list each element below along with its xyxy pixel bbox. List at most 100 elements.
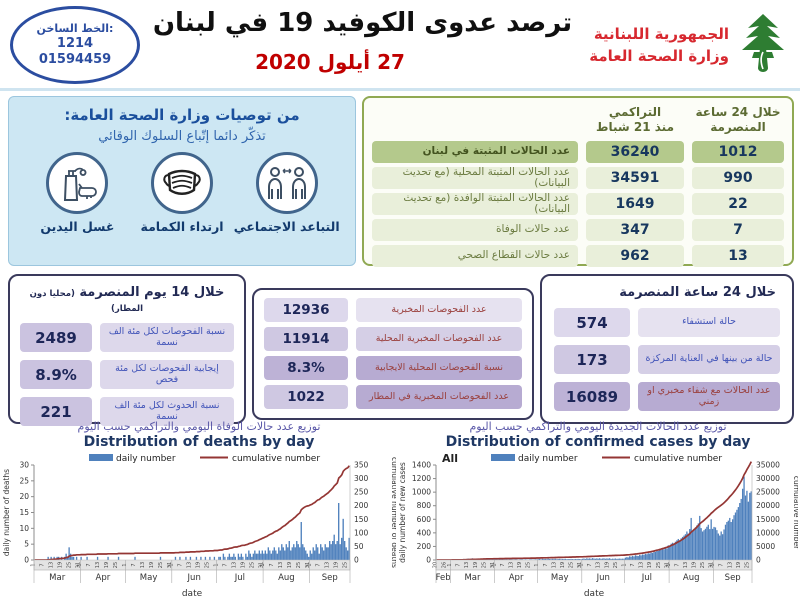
svg-text:30: 30	[19, 461, 29, 470]
fourteen-day-title: خلال 14 يوم المنصرمة (محليا دون المطار)	[29, 285, 225, 314]
svg-text:13: 13	[727, 562, 733, 568]
svg-text:30000: 30000	[756, 474, 780, 483]
svg-text:31: 31	[577, 562, 583, 568]
last24h-title: خلال 24 ساعة المنصرمة	[619, 285, 776, 300]
svg-text:19: 19	[287, 562, 293, 568]
svg-text:Sep: Sep	[322, 573, 338, 583]
svg-text:19: 19	[149, 562, 155, 568]
svg-text:daily number of deaths: daily number of deaths	[2, 469, 11, 556]
svg-text:1: 1	[710, 563, 716, 566]
svg-text:25: 25	[526, 562, 532, 568]
hotline-number-short: 1214	[56, 35, 94, 51]
svg-text:25: 25	[19, 476, 29, 485]
stat-label: إيجابية الفحوصات لكل مئة فحص	[100, 360, 234, 389]
svg-text:13: 13	[639, 562, 645, 568]
stat-label: عدد الفحوصات المخبرية	[356, 298, 522, 322]
svg-text:Apr: Apr	[96, 573, 111, 583]
svg-text:13: 13	[140, 562, 146, 568]
stat-row: 173 حالة من بينها في العناية المركزة	[554, 345, 780, 374]
svg-text:200: 200	[354, 501, 369, 510]
svg-text:19: 19	[333, 562, 339, 568]
svg-text:1: 1	[666, 563, 672, 566]
stat-label: نسبة الفحوصات المحلية الايجابية	[356, 356, 522, 380]
cases-chart-plot: 0 200 400 600 800 1000 1200 1400 0 5000 10000 15000…	[398, 450, 800, 599]
svg-text:13: 13	[49, 562, 55, 568]
cedar-tree-icon	[734, 12, 792, 78]
svg-text:cumulative number: cumulative number	[232, 454, 320, 464]
svg-text:25: 25	[158, 562, 164, 568]
recommendation-label: التباعد الاجتماعي	[233, 219, 340, 234]
svg-text:19: 19	[560, 562, 566, 568]
svg-text:7: 7	[40, 563, 46, 566]
svg-text:cumulative number of deaths: cumulative number of deaths	[390, 457, 396, 568]
confirmed-cases-chart: توزيع عدد الحالات الجديدة اليومي والتراك…	[398, 420, 800, 600]
table-row-last24: 990	[692, 167, 784, 189]
svg-text:20: 20	[19, 492, 29, 501]
svg-text:25: 25	[342, 562, 348, 568]
svg-text:Feb: Feb	[436, 573, 451, 583]
svg-text:19: 19	[604, 562, 610, 568]
svg-text:May: May	[551, 573, 569, 583]
cases-summary-table: التراكمي منذ 21 شباط خلال 24 ساعة المنصر…	[362, 96, 794, 267]
svg-text:35000: 35000	[756, 461, 780, 470]
svg-text:7: 7	[543, 563, 549, 566]
lab-tests-panel: 12936 عدد الفحوصات المخبرية 11914 عدد ال…	[252, 288, 534, 420]
stat-value: 173	[554, 345, 630, 374]
ministry-logo-text: الجمهورية اللبنانية وزارة الصحة العامة	[589, 23, 729, 68]
svg-text:13: 13	[509, 562, 515, 568]
recommendation-label: غسل اليدين	[40, 219, 115, 234]
svg-text:Jul: Jul	[234, 573, 245, 583]
table-row-label: عدد الحالات المثبتة في لبنان	[372, 141, 578, 163]
stat-row: 574 حالة استشفاء	[554, 308, 780, 337]
stat-value: 8.3%	[264, 356, 348, 380]
hotline-badge: الخط الساخن: 1214 01594459	[10, 6, 140, 84]
fourteen-day-title-note: (محليا دون المطار)	[29, 289, 144, 314]
svg-text:200: 200	[417, 542, 432, 551]
stat-row: 8.3% نسبة الفحوصات المحلية الايجابية	[264, 356, 522, 380]
stat-value: 12936	[264, 298, 348, 322]
svg-text:cumulative number: cumulative number	[792, 476, 798, 550]
table-row-label: عدد حالات الوفاة	[372, 219, 578, 241]
recommendations-panel: من توصيات وزارة الصحة العامة: تذكّر دائم…	[8, 96, 356, 266]
svg-text:7: 7	[315, 563, 321, 566]
svg-text:25: 25	[700, 562, 706, 568]
svg-text:13: 13	[231, 562, 237, 568]
svg-text:25: 25	[249, 562, 255, 568]
hotline-number-long: 01594459	[38, 51, 112, 67]
svg-text:31: 31	[76, 562, 82, 568]
deaths-chart-title-en: Distribution of deaths by day	[83, 434, 315, 450]
column-header-last24h: خلال 24 ساعة المنصرمة	[695, 105, 781, 134]
svg-text:25: 25	[481, 562, 487, 568]
spacer	[372, 103, 578, 137]
cases-chart-title-en: Distribution of confirmed cases by day	[445, 434, 751, 450]
svg-text:1200: 1200	[412, 474, 431, 483]
social-distancing-icon	[255, 152, 318, 214]
svg-text:date: date	[182, 589, 203, 598]
last24h-panel: خلال 24 ساعة المنصرمة 574 حالة استشفاء 1…	[540, 274, 794, 424]
svg-text:7: 7	[131, 563, 137, 566]
svg-text:Aug: Aug	[683, 573, 700, 583]
svg-text:25: 25	[67, 562, 73, 568]
svg-text:7: 7	[674, 563, 680, 566]
stat-row: 8.9% إيجابية الفحوصات لكل مئة فحص	[20, 360, 234, 389]
ministry-logo: الجمهورية اللبنانية وزارة الصحة العامة	[589, 12, 792, 78]
svg-text:1: 1	[306, 563, 312, 566]
svg-text:31: 31	[490, 562, 496, 568]
column-header-cumulative: التراكمي منذ 21 شباط	[596, 105, 674, 134]
svg-text:25: 25	[205, 562, 211, 568]
svg-text:Mar: Mar	[464, 573, 481, 583]
hotline-label: الخط الساخن:	[36, 21, 114, 35]
stat-row: 12936 عدد الفحوصات المخبرية	[264, 298, 522, 322]
svg-text:19: 19	[647, 562, 653, 568]
svg-text:7: 7	[86, 563, 92, 566]
svg-text:20000: 20000	[756, 501, 780, 510]
fourteen-day-panel: خلال 14 يوم المنصرمة (محليا دون المطار) …	[8, 274, 246, 426]
svg-text:7: 7	[587, 563, 593, 566]
svg-text:25: 25	[569, 562, 575, 568]
cases-chart-title-ar: توزيع عدد الحالات الجديدة اليومي والتراك…	[469, 420, 727, 433]
stat-label: عدد الفحوصات المخبرية في المطار	[356, 385, 522, 409]
stat-value: 2489	[20, 323, 92, 352]
svg-text:cumulative number: cumulative number	[634, 454, 722, 464]
report-date: 27 أيلول 2020	[255, 50, 405, 74]
svg-text:150: 150	[354, 515, 369, 524]
